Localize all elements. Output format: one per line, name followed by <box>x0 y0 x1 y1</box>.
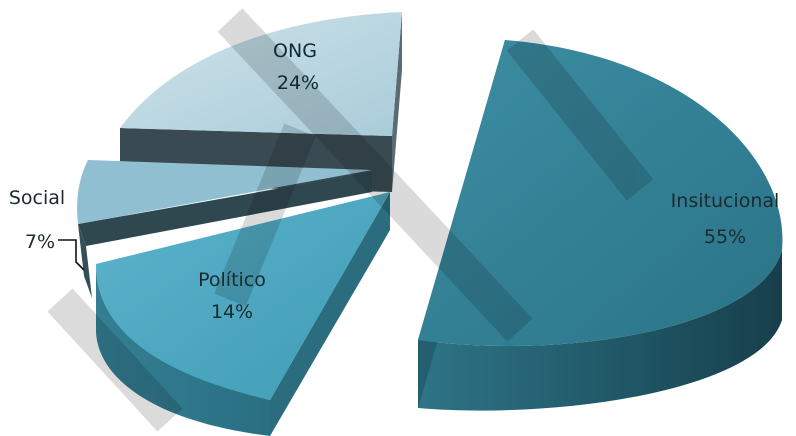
slice-insitucional <box>418 40 783 411</box>
label-ong-name: ONG <box>273 40 317 62</box>
slice-social <box>77 160 373 298</box>
label-insitucional-name: Insitucional <box>671 190 780 212</box>
slice-politico-side <box>96 264 270 436</box>
slice-insitucional-side <box>418 250 782 411</box>
slice-politico-cut <box>270 192 390 436</box>
label-politico-name: Político <box>198 269 266 291</box>
label-social-name: Social <box>9 187 65 209</box>
slice-politico-top <box>96 192 390 400</box>
label-social-value: 7% <box>25 231 55 253</box>
slice-ong-top <box>120 12 402 136</box>
label-insitucional-value: 55% <box>704 226 746 248</box>
watermark <box>47 8 654 432</box>
label-politico-value: 14% <box>211 301 253 323</box>
slice-insitucional-top <box>418 40 783 346</box>
slice-social-side <box>78 172 372 246</box>
slice-social-top <box>77 160 373 224</box>
slice-politico <box>96 192 390 436</box>
social-leader-line <box>58 239 85 271</box>
label-ong-value: 24% <box>277 72 319 94</box>
slice-ong-side-right <box>392 12 402 192</box>
slice-social-side-left <box>78 224 92 298</box>
